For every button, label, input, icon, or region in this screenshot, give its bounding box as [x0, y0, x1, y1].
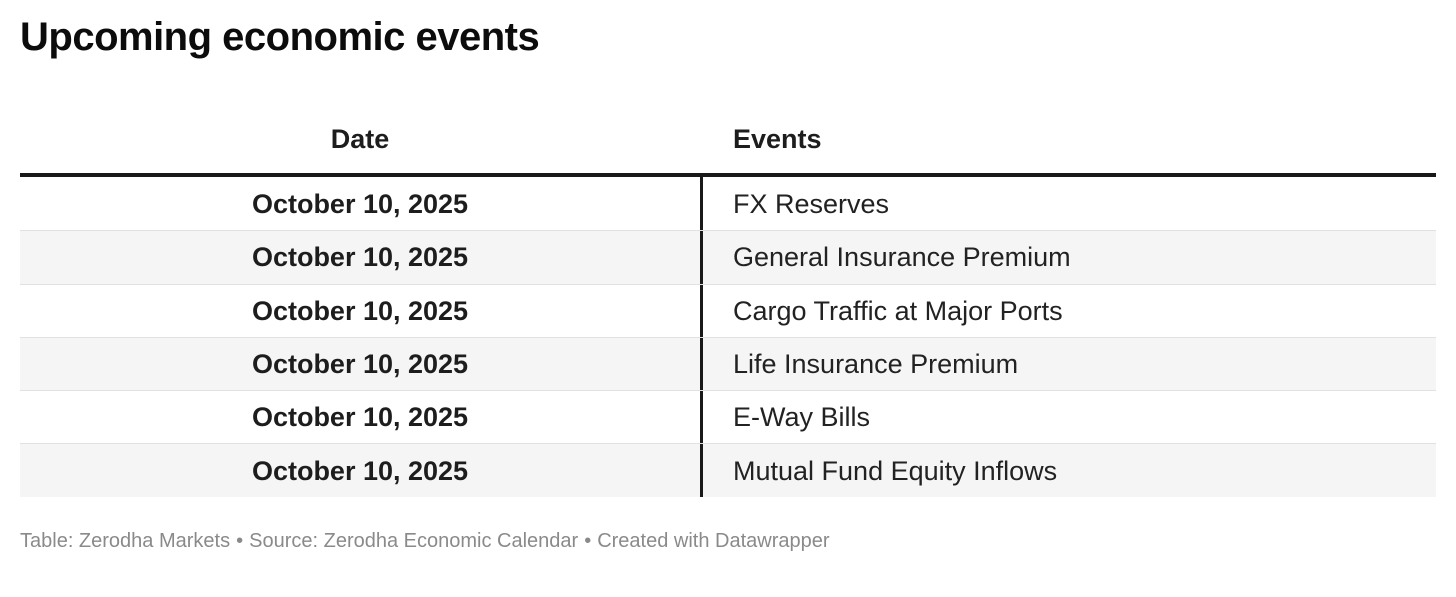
page-title: Upcoming economic events — [20, 15, 540, 59]
footer-separator: • — [584, 529, 592, 552]
date-cell: October 10, 2025 — [251, 455, 469, 486]
attribution-footer: Table: Zerodha Markets • Source: Zerodha E… — [20, 529, 1436, 553]
table-credit: Table: Zerodha Markets — [20, 529, 231, 552]
header-divider-rule — [20, 173, 1436, 177]
column-header-events: Events — [733, 124, 822, 154]
table-row: October 10, 2025 Life Insurance Premium — [20, 336, 1436, 391]
table-header-row: Date Events — [20, 124, 1436, 173]
table-row: October 10, 2025 General Insurance Premi… — [20, 230, 1436, 284]
table-row: October 10, 2025 Mutual Fund Equity Infl… — [20, 443, 1436, 497]
event-cell: E-Way Bills — [700, 391, 1436, 444]
date-cell: October 10, 2025 — [251, 242, 469, 273]
event-cell: Mutual Fund Equity Inflows — [700, 444, 1436, 497]
table-row: October 10, 2025 E-Way Bills — [20, 390, 1436, 444]
event-cell: General Insurance Premium — [700, 231, 1436, 284]
created-with-credit: Created with Datawrapper — [597, 529, 830, 552]
source-credit: Source: Zerodha Economic Calendar — [249, 529, 579, 552]
datawrapper-table-visualization: Upcoming economic events Date Events Oct… — [0, 12, 1456, 597]
economic-events-table: Date Events October 10, 2025 FX Reserves… — [20, 124, 1436, 497]
footer-separator: • — [236, 529, 244, 552]
event-cell: FX Reserves — [700, 177, 1436, 231]
column-header-date: Date — [330, 124, 390, 154]
date-cell: October 10, 2025 — [251, 188, 469, 219]
table-body: October 10, 2025 FX Reserves October 10,… — [20, 177, 1436, 497]
event-cell: Life Insurance Premium — [700, 337, 1436, 391]
date-cell: October 10, 2025 — [251, 402, 469, 433]
date-cell: October 10, 2025 — [251, 295, 469, 326]
table-row: October 10, 2025 FX Reserves — [20, 177, 1436, 231]
table-row: October 10, 2025 Cargo Traffic at Major … — [20, 283, 1436, 337]
date-cell: October 10, 2025 — [251, 349, 469, 380]
event-cell: Cargo Traffic at Major Ports — [700, 284, 1436, 337]
